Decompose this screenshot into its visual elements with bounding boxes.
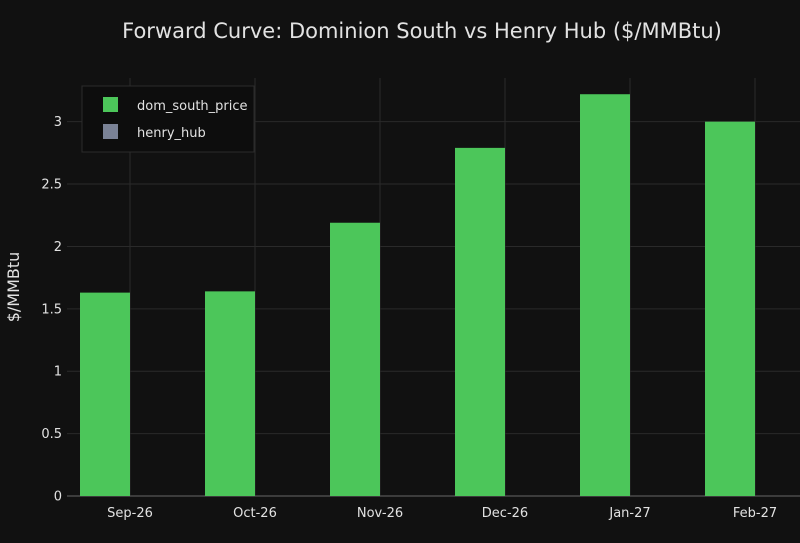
bars — [80, 94, 755, 497]
y-tick-label: 1 — [54, 365, 62, 380]
bar-dom-south-price — [330, 222, 380, 496]
x-tick-label: Oct-26 — [233, 506, 277, 521]
bar-dom-south-price — [705, 121, 755, 497]
y-tick-label: 1.5 — [41, 302, 62, 317]
y-tick-label: 2.5 — [41, 178, 62, 193]
legend-swatch-dom-south-price — [103, 97, 118, 112]
y-axis-label: $/MMBtu — [4, 252, 23, 323]
legend-label-dom-south-price: dom_south_price — [137, 99, 248, 114]
x-tick-label: Dec-26 — [482, 506, 528, 521]
y-tick-label: 0.5 — [41, 427, 62, 442]
chart-title: Forward Curve: Dominion South vs Henry H… — [122, 19, 722, 43]
legend-swatch-henry-hub — [103, 124, 118, 139]
bar-dom-south-price — [455, 147, 505, 496]
x-tick-label: Sep-26 — [107, 506, 153, 521]
x-tick-label: Nov-26 — [357, 506, 403, 521]
x-tick-label: Feb-27 — [733, 506, 777, 521]
y-tick-labels: 0 0.5 1 1.5 2 2.5 3 — [41, 115, 62, 504]
x-tick-labels: Sep-26 Oct-26 Nov-26 Dec-26 Jan-27 Feb-27 — [107, 506, 777, 521]
legend: dom_south_price henry_hub — [81, 85, 255, 153]
y-tick-label: 2 — [54, 240, 62, 255]
y-tick-label: 3 — [54, 115, 62, 130]
x-tick-label: Jan-27 — [608, 506, 650, 521]
bar-dom-south-price — [205, 291, 255, 496]
y-tick-label: 0 — [54, 490, 62, 505]
bar-dom-south-price — [580, 94, 630, 497]
bar-dom-south-price — [80, 292, 130, 496]
legend-label-henry-hub: henry_hub — [137, 126, 206, 141]
legend-box — [81, 85, 255, 153]
